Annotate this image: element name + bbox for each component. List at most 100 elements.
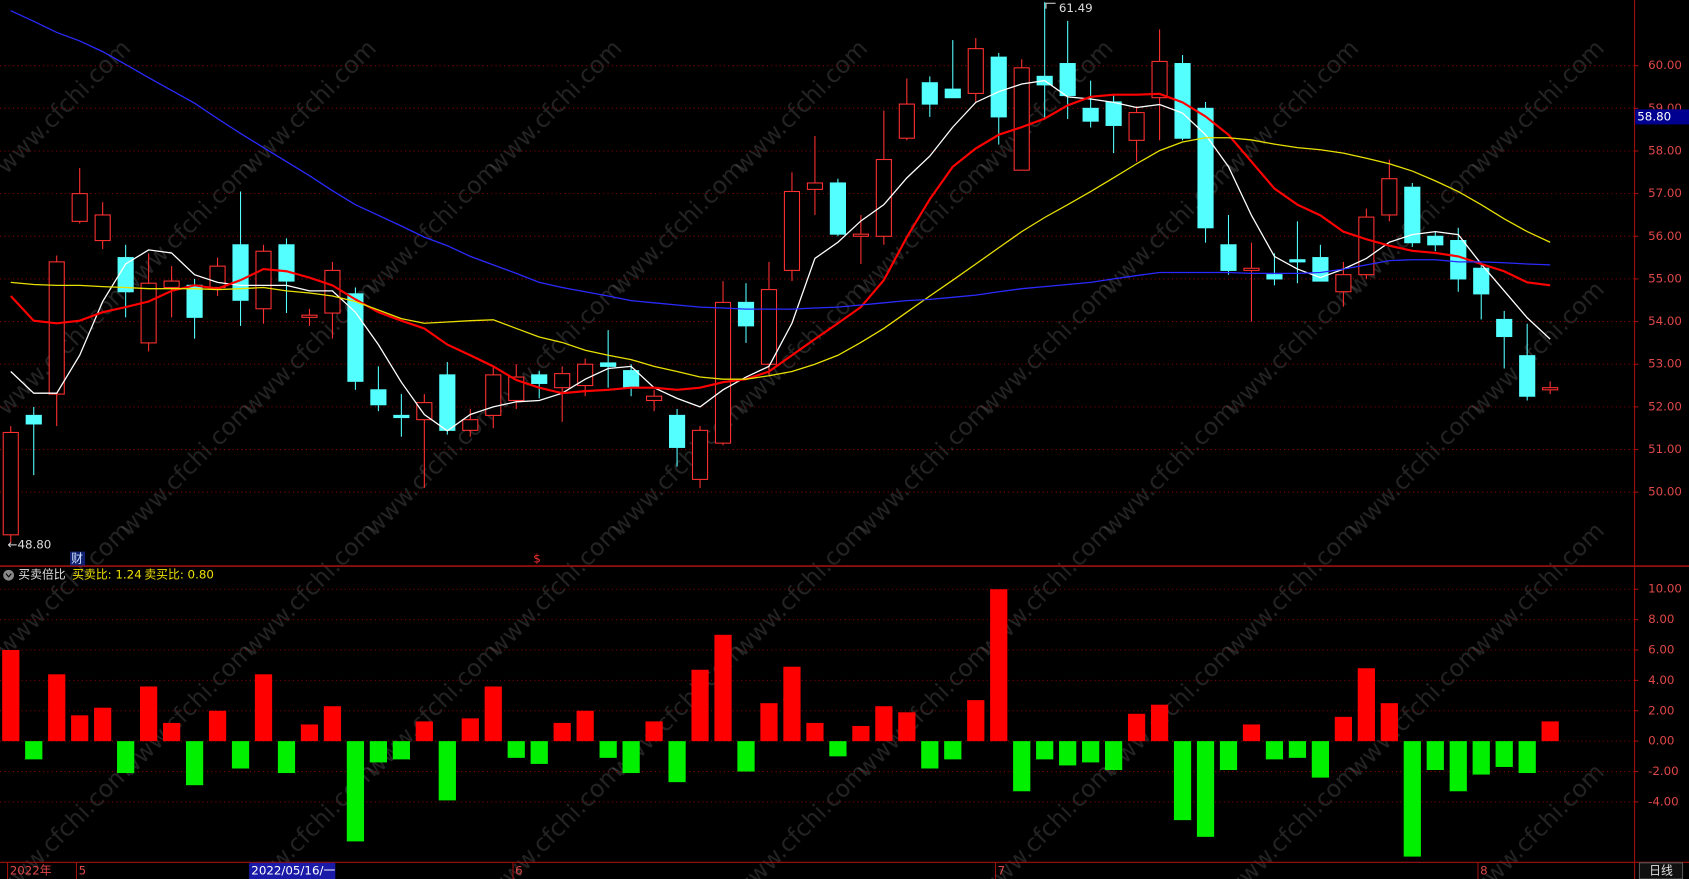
candle-body	[209, 265, 226, 289]
bar	[714, 634, 732, 742]
bar	[1426, 741, 1444, 771]
bar	[71, 715, 89, 742]
bar	[1059, 741, 1077, 766]
x-tick-label: 2022年	[10, 863, 52, 877]
y-tick-label: 50.00	[1648, 485, 1682, 499]
x-tick-label: 6	[515, 863, 523, 877]
candle-body	[1519, 355, 1536, 397]
candle-body	[875, 158, 892, 237]
panel-toggle[interactable]	[3, 569, 15, 581]
bar	[668, 741, 686, 783]
bar	[461, 718, 479, 742]
candle-body	[1404, 186, 1421, 244]
watermark: www.cfchi.com	[236, 517, 381, 662]
candle-body	[94, 214, 111, 242]
y-tick-label: 4.00	[1648, 673, 1674, 687]
bar	[1380, 703, 1398, 742]
low-label: ←48.80	[8, 538, 52, 552]
indicator-panel	[0, 588, 1635, 857]
x-tick-label: 7	[998, 863, 1006, 877]
y-tick-label: 56.00	[1648, 229, 1682, 243]
watermark: www.cfchi.com	[1342, 396, 1487, 541]
candle-body	[852, 233, 869, 237]
candle-body	[140, 282, 157, 344]
legend-item: 卖买比: 0.80	[144, 568, 214, 582]
candle-body	[485, 374, 502, 416]
bar	[162, 722, 181, 742]
bar	[622, 741, 640, 774]
candle-body	[163, 280, 180, 289]
candle-body	[1082, 107, 1099, 122]
watermark: www.cfchi.com	[1219, 517, 1364, 662]
bar	[323, 706, 342, 742]
indicator-title: 买卖倍比	[18, 568, 65, 582]
candle-body	[990, 56, 1007, 118]
y-tick-label: 57.00	[1648, 186, 1682, 200]
candle-body	[921, 82, 938, 105]
candle-body	[1542, 387, 1559, 391]
marker-bg	[70, 551, 86, 566]
candle-body	[278, 244, 295, 282]
bar	[530, 741, 548, 764]
watermark: www.cfchi.com	[850, 155, 995, 300]
candle-body	[898, 103, 915, 139]
candle-body	[48, 261, 65, 395]
watermark: www.cfchi.com	[1464, 517, 1609, 662]
watermark: www.cfchi.com	[482, 34, 627, 179]
candle-body	[714, 301, 732, 444]
bar	[208, 710, 227, 742]
candle-body	[623, 370, 640, 389]
watermark: www.cfchi.com	[359, 155, 504, 300]
bar	[1311, 741, 1330, 778]
watermark: www.cfchi.com	[1219, 758, 1364, 879]
y-tick-label: 52.00	[1648, 399, 1682, 413]
moving-average	[10, 10, 1551, 310]
candle-body	[232, 244, 249, 301]
bar	[576, 710, 594, 742]
candle-body	[1151, 60, 1168, 99]
bar	[254, 674, 273, 742]
candle-body	[737, 301, 755, 327]
candle-body	[2, 431, 19, 536]
x-tick-label: 8	[1480, 863, 1488, 877]
candle-body	[1243, 267, 1260, 271]
moving-average	[10, 137, 1551, 380]
dividend-marker: $	[533, 552, 541, 566]
watermark: www.cfchi.com	[0, 275, 136, 420]
candle-body	[577, 363, 594, 387]
bar	[484, 686, 502, 742]
candle-body	[1496, 318, 1513, 338]
bar	[25, 741, 43, 760]
bar	[737, 741, 755, 772]
candle-body	[370, 389, 387, 406]
candle-body	[1450, 240, 1467, 280]
candle-body	[691, 429, 709, 480]
watermark: www.cfchi.com	[1464, 758, 1609, 879]
candle-body	[71, 193, 88, 222]
bar	[1036, 741, 1054, 760]
bar	[806, 722, 824, 742]
y-tick-label: 54.00	[1648, 314, 1682, 328]
watermark: www.cfchi.com	[1219, 275, 1364, 420]
bar	[1495, 741, 1513, 767]
watermark: www.cfchi.com	[1219, 34, 1364, 179]
watermark: www.cfchi.com	[728, 758, 873, 879]
y-tick-label: 10.00	[1648, 582, 1682, 596]
period-label[interactable]: 日线	[1649, 863, 1673, 877]
candle-body	[1266, 274, 1283, 280]
y-tick-label: 6.00	[1648, 643, 1674, 657]
candle-body	[393, 414, 410, 419]
candle-body	[646, 395, 663, 402]
plot-area	[2, 2, 1559, 544]
candle-body	[600, 362, 617, 367]
watermark: www.cfchi.com	[0, 34, 136, 179]
candle-body	[967, 48, 984, 94]
candle-body	[117, 257, 134, 293]
bar	[783, 666, 801, 742]
legend-item: 买卖比: 1.24	[72, 568, 142, 582]
price-panel	[0, 2, 1635, 544]
moving-average	[10, 79, 1551, 432]
bar	[231, 741, 250, 769]
candle-body	[462, 419, 479, 431]
